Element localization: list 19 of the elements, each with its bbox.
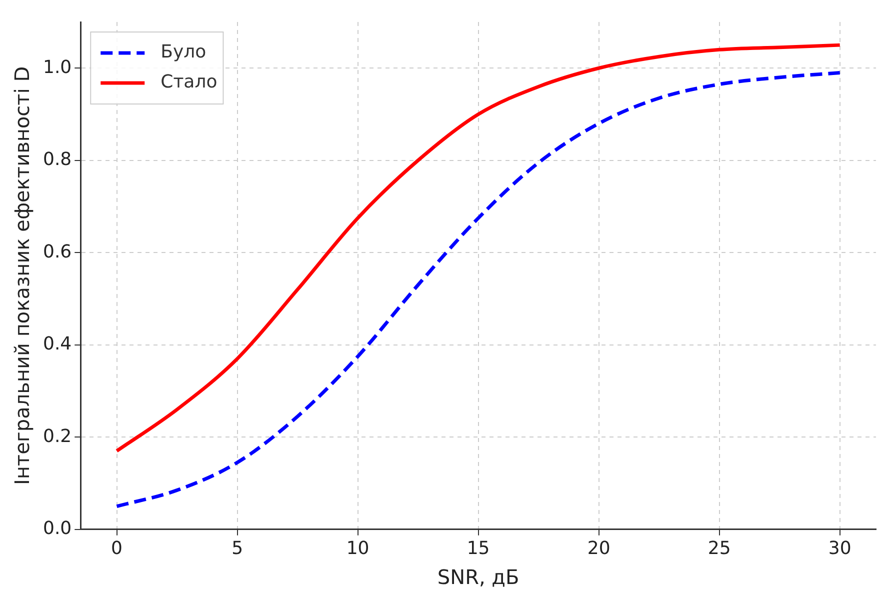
line-series	[115, 43, 842, 453]
x-tick-label: 10	[346, 538, 370, 559]
y-tick-label: 0.6	[42, 241, 72, 262]
y-axis-title: Інтегральний показник ефективності D	[10, 66, 34, 486]
x-tick-label: 20	[587, 538, 610, 559]
x-tick-label: 0	[111, 538, 123, 559]
y-tick-label: 0.2	[42, 426, 72, 447]
x-tick-label: 5	[232, 538, 244, 559]
x-tick-label: 15	[466, 538, 490, 559]
y-tick-label: 0.8	[42, 149, 72, 170]
line-series	[115, 70, 842, 508]
legend-label: Стало	[160, 72, 218, 93]
x-tick-label: 30	[828, 538, 852, 559]
y-tick-label: 0.0	[42, 518, 72, 540]
x-tick-label: 25	[708, 538, 731, 559]
x-axis-title: SNR, дБ	[437, 565, 520, 590]
y-tick-label: 0.4	[42, 334, 72, 355]
y-tick-label: 1.0	[42, 56, 72, 78]
legend-label: Було	[160, 42, 206, 63]
